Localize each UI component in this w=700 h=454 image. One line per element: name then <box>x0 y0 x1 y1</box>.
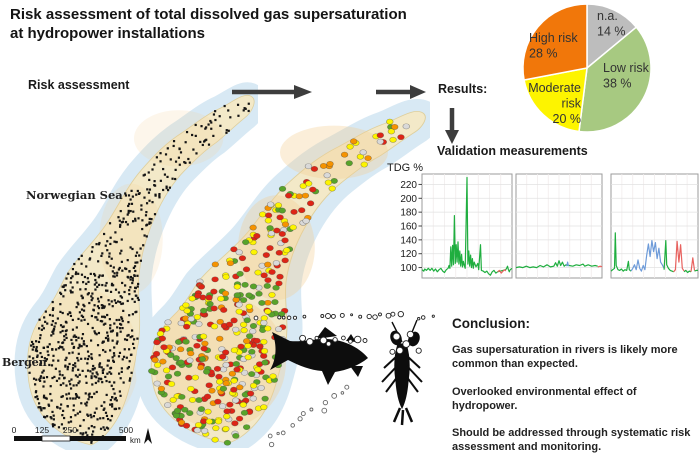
map-stage-label: Risk assessment <box>28 78 130 92</box>
title-line-2: at hydropower installations <box>10 24 206 42</box>
scale-unit-label: km <box>130 436 141 445</box>
arrow-results-to-validation-icon <box>445 108 459 144</box>
tdg-series <box>566 261 570 267</box>
pie-label-high-risk: High risk 28 % <box>529 31 578 61</box>
tdg-panel-3 <box>610 173 699 279</box>
tdg-y-tick: 120 <box>400 249 417 260</box>
tdg-series <box>421 176 513 276</box>
norway-landmass <box>27 94 255 446</box>
installation-dots <box>28 102 250 444</box>
scale-tick-250: 250 <box>63 425 77 435</box>
fish-silhouette <box>270 327 368 385</box>
risk-classified-dots <box>148 118 410 446</box>
tdg-series <box>683 269 692 274</box>
conclusion-block: Conclusion: Gas supersaturation in river… <box>452 316 698 454</box>
tdg-axis-title: TDG % <box>387 162 423 174</box>
validation-heading: Validation measurements <box>437 144 588 158</box>
tdg-series <box>663 240 674 273</box>
arrow-map2-to-results-icon <box>376 85 426 99</box>
pie-slice-low-risk <box>578 26 652 133</box>
north-arrow-icon <box>144 428 152 444</box>
title-line-1: Risk assessment of total dissolved gas s… <box>10 6 407 23</box>
tdg-series <box>673 240 685 273</box>
pie-label-n-a-: n.a. 14 % <box>597 9 626 39</box>
pie-label-moderate-risk: Moderate risk 20 % <box>528 81 582 126</box>
tdg-y-tick: 180 <box>400 208 417 219</box>
tdg-y-tick: 100 <box>400 263 417 274</box>
conclusion-heading: Conclusion: <box>452 316 530 331</box>
crayfish-silhouette <box>381 319 423 426</box>
pie-slice-high-risk <box>522 3 588 81</box>
tdg-series <box>694 269 698 272</box>
page-title: Risk assessment of total dissolved gas s… <box>10 6 480 44</box>
norwegian-sea-label: Norwegian Sea <box>26 188 123 202</box>
tdg-panel-2 <box>515 173 603 279</box>
tdg-y-tick: 160 <box>400 222 417 233</box>
tdg-series <box>630 240 665 272</box>
scale-tick-125: 125 <box>35 425 49 435</box>
scale-tick-0: 0 <box>12 425 17 435</box>
scale-tick-500: 500 <box>119 425 133 435</box>
scale-bar-segment <box>14 436 42 441</box>
conclusion-paragraph: Should be addressed through systematic r… <box>452 427 691 454</box>
scale-bar-segment <box>41 435 71 442</box>
results-label: Results: <box>438 82 488 96</box>
tdg-series <box>515 260 598 269</box>
map-scale-bar: 0 125 250 500 km <box>12 425 152 445</box>
scale-bar-segment <box>70 436 126 441</box>
tdg-panel-1 <box>421 173 513 279</box>
tdg-y-tick: 140 <box>400 235 417 246</box>
gas-bubbles <box>253 310 435 448</box>
tdg-series <box>497 269 507 274</box>
tdg-series <box>610 232 632 272</box>
gas-bubble-effects-illustration <box>253 310 435 448</box>
pie-label-low-risk: Low risk 38 % <box>603 61 650 91</box>
tdg-y-tick: 200 <box>400 194 417 205</box>
conclusion-paragraph: Overlooked environmental effect of hydro… <box>452 385 637 412</box>
tdg-series <box>597 265 603 268</box>
arrow-map1-to-map2-icon <box>232 85 312 99</box>
risk-assessment-map <box>14 82 258 450</box>
risk-share-pie-chart: n.a. 14 % Low risk 38 % Moderate risk 20 % High… <box>522 3 652 133</box>
tdg-series <box>690 257 696 272</box>
conclusion-paragraph: Gas supersaturation in rivers is likely … <box>452 344 678 371</box>
pie-slice-n-a- <box>586 3 638 70</box>
risk-results-map <box>135 99 430 448</box>
tdg-timeseries-panels: TDG % 220 200 180 160 140 120 100 <box>387 162 699 279</box>
bergen-label: Bergen <box>2 356 47 369</box>
pie-slice-moderate-risk <box>523 67 588 133</box>
tdg-y-tick: 220 <box>400 180 417 191</box>
